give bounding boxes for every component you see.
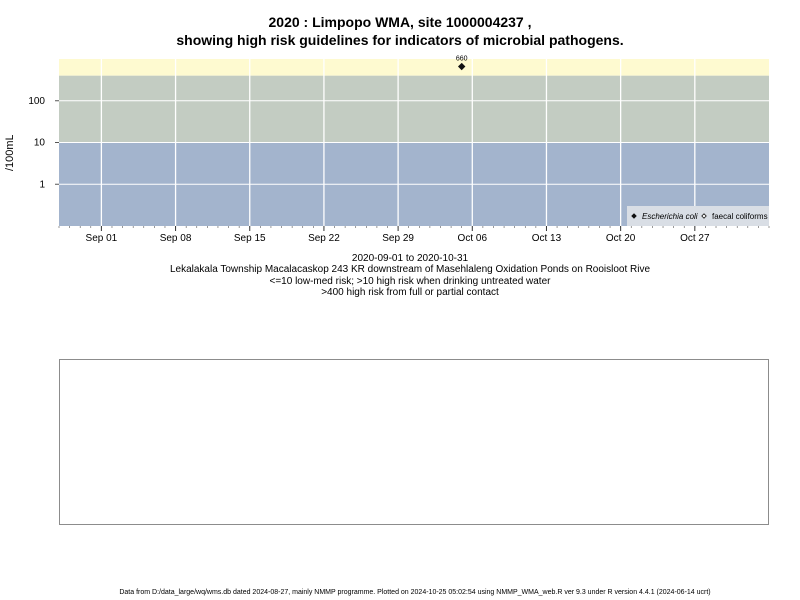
data-label-0-0: 660: [456, 56, 468, 63]
y-axis-label-svg: /100mL: [4, 134, 16, 171]
risk-band-2: [59, 59, 769, 76]
risk-high-caption: >400 high risk from full or partial cont…: [321, 287, 499, 298]
grid-lines: [59, 59, 769, 226]
date-range-caption: 2020-09-01 to 2020-10-31: [351, 253, 469, 264]
empty-secondary-panel: [59, 359, 769, 525]
legend-marker-1: [701, 213, 707, 219]
x-tick-label-2: Sep 15: [234, 233, 266, 244]
x-tick-label-5: Oct 06: [458, 233, 488, 244]
x-tick-label-8: Oct 27: [680, 233, 710, 244]
risk-low-caption: <=10 low-med risk; >10 high risk when dr…: [269, 276, 551, 287]
chart-svg: 1 10 100 Sep 01 Sep 08 Sep 15 Sep 22 Sep 29 Oct …: [28, 56, 770, 244]
x-tick-label-7: Oct 20: [606, 233, 636, 244]
y-tick-label-0: 1: [39, 179, 45, 190]
legend-box: [627, 206, 769, 226]
legend-marker-0: [631, 213, 637, 219]
footer-note: Data from D:/data_large/wq/wms.db dated …: [119, 589, 711, 596]
data-point-0-0: [457, 62, 466, 71]
data-points: 660: [456, 56, 468, 71]
y-axis-label: /100mL: [2, 134, 16, 178]
y-tick-label-2: 100: [28, 96, 45, 107]
y-axis-label-text: /100mL: [4, 135, 16, 171]
legend-label-1: faecal coliforms: [712, 212, 768, 221]
x-tick-label-1: Sep 08: [160, 233, 192, 244]
x-tick-label-0: Sep 01: [86, 233, 118, 244]
y-tick-label-1: 10: [34, 138, 46, 149]
x-tick-label-3: Sep 22: [308, 233, 340, 244]
site-description-caption: Lekalakala Township Macalacaskop 243 KR …: [169, 264, 651, 275]
legend-label-0: Escherichia coli: [642, 212, 698, 221]
axes: 1 10 100 Sep 01 Sep 08 Sep 15 Sep 22 Sep 29 Oct …: [28, 96, 770, 244]
x-tick-label-6: Oct 13: [532, 233, 562, 244]
chart-title-line-2: showing high risk guidelines for indicat…: [176, 32, 624, 48]
risk-band-1: [59, 75, 769, 143]
x-tick-label-4: Sep 29: [382, 233, 414, 244]
chart-title-line-1: 2020 : Limpopo WMA, site 1000004237 ,: [268, 14, 532, 30]
legend: Escherichia coli faecal coliforms: [627, 206, 769, 226]
